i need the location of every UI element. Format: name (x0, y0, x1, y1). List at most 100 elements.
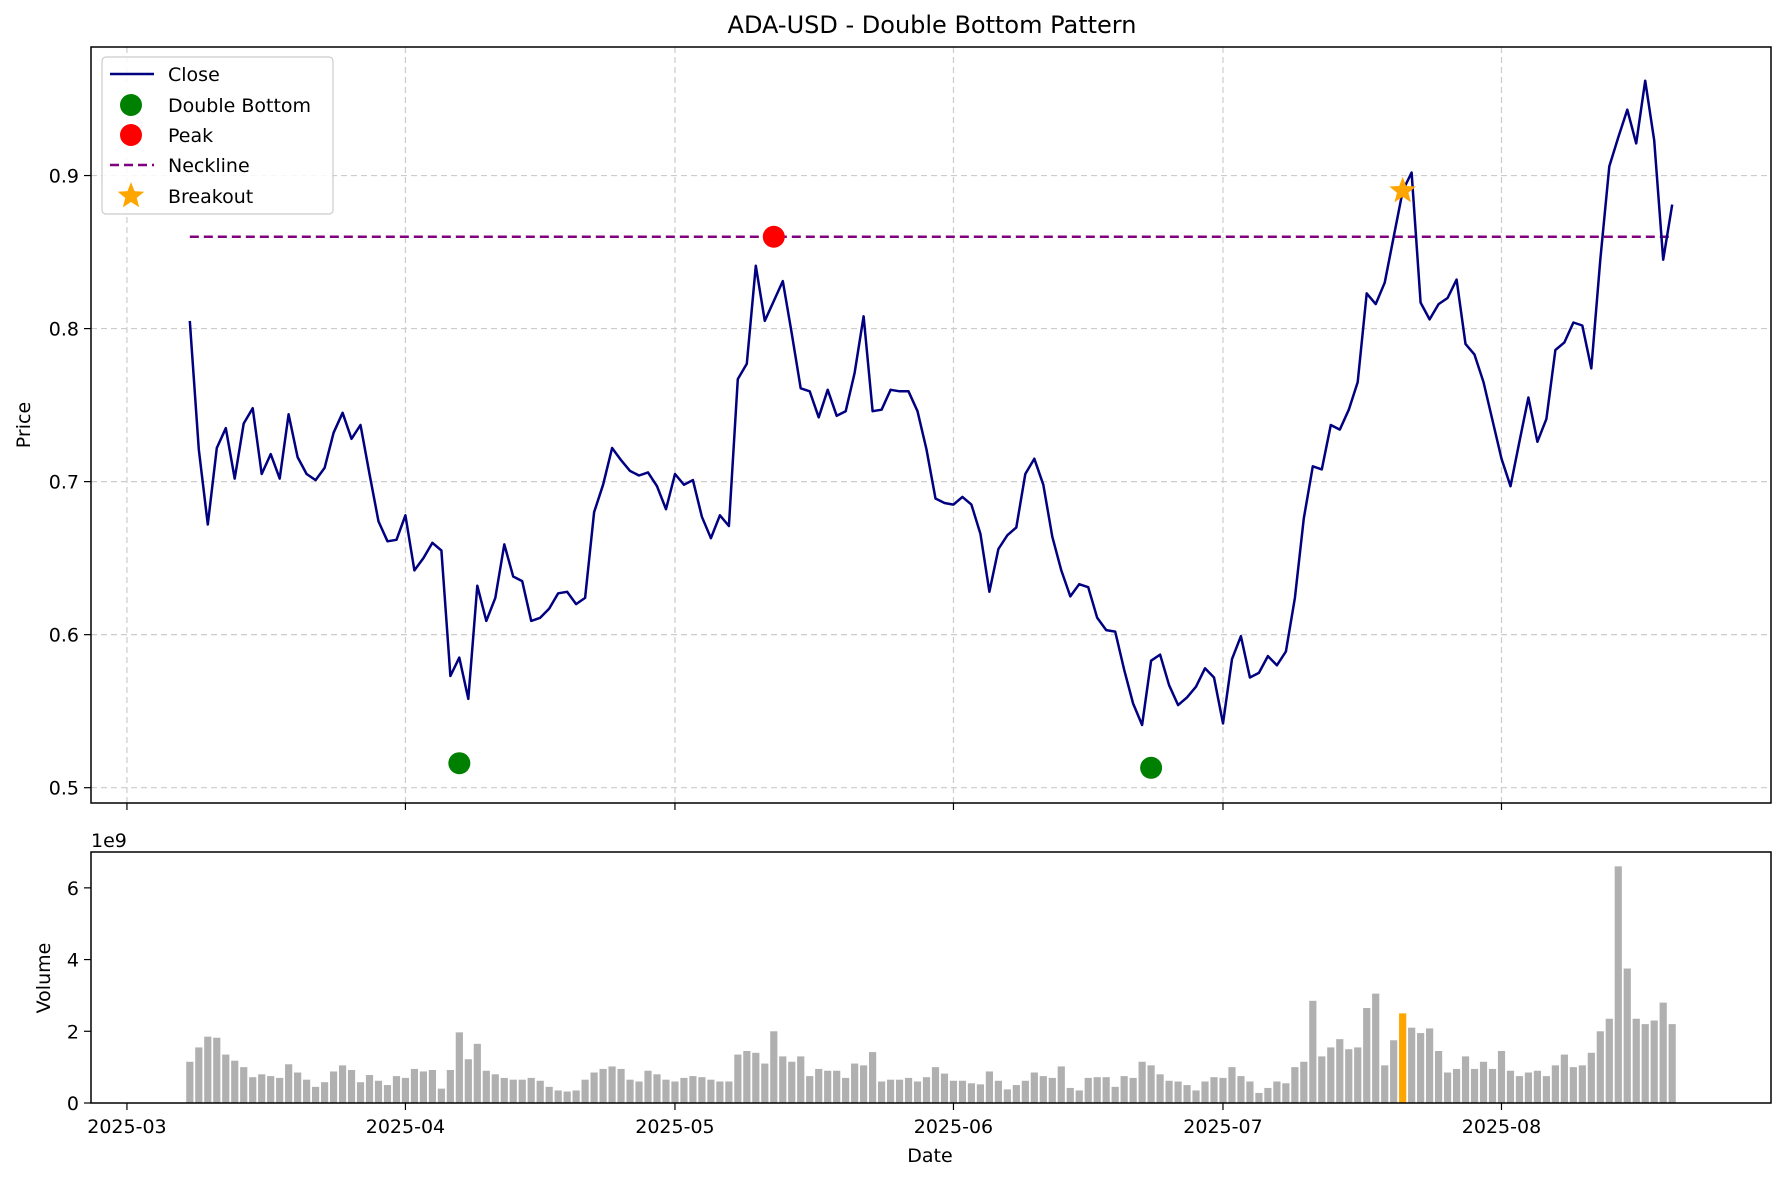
volume-bar (231, 1060, 239, 1103)
volume-bar (1390, 1040, 1398, 1103)
volume-bar (1066, 1087, 1074, 1103)
volume-bar (680, 1077, 688, 1103)
volume-bar (1327, 1047, 1335, 1103)
volume-y-tick-label: 4 (67, 950, 79, 972)
volume-bar (1012, 1085, 1020, 1103)
volume-bar (1659, 1002, 1667, 1103)
volume-bar (249, 1077, 257, 1103)
volume-bar (931, 1067, 940, 1103)
volume-bar (815, 1068, 823, 1103)
price-x-ticks (126, 803, 1503, 810)
volume-bar (1497, 1051, 1506, 1103)
price-axes-frame (90, 46, 1772, 804)
volume-bar (1479, 1061, 1488, 1103)
volume-bar (464, 1059, 472, 1103)
volume-bar (662, 1079, 670, 1103)
volume-bar (1282, 1083, 1290, 1103)
volume-bar (285, 1064, 293, 1103)
volume-x-ticks: 2025-03 2025-04 2025-05 2025-06 2025-07 2025-… (87, 1103, 1541, 1138)
volume-bar (320, 1082, 329, 1103)
volume-bar (428, 1070, 436, 1103)
volume-bar (455, 1032, 463, 1103)
volume-bar (994, 1080, 1002, 1103)
volume-bar (1408, 1027, 1416, 1103)
close-line-group (188, 79, 1674, 727)
volume-bar (1192, 1090, 1200, 1103)
volume-bar (294, 1072, 302, 1103)
double-bottom-marker (1140, 756, 1163, 779)
volume-bar (303, 1079, 311, 1103)
close-price-line (188, 79, 1674, 727)
volume-bar (1084, 1077, 1092, 1103)
legend-close-label: Close (168, 64, 220, 86)
volume-bar (1093, 1077, 1101, 1103)
volume-bar (671, 1081, 679, 1103)
volume-bar (1542, 1076, 1550, 1103)
volume-bar (204, 1036, 212, 1103)
volume-bar (473, 1043, 481, 1103)
price-y-tick-label: 0.8 (49, 319, 79, 341)
volume-bar (491, 1074, 499, 1103)
price-y-ticks: 0.5 0.6 0.7 0.8 0.9 (49, 166, 91, 800)
volume-bar (976, 1084, 985, 1103)
volume-y-ticks: 0 2 4 6 (67, 878, 91, 1115)
volume-bar (1102, 1077, 1110, 1103)
price-y-tick-label: 0.9 (49, 166, 79, 188)
volume-bar (599, 1068, 607, 1103)
volume-bar (240, 1067, 248, 1103)
x-tick-label: 2025-05 (635, 1116, 714, 1138)
volume-bar (1219, 1077, 1227, 1103)
volume-bar (1560, 1054, 1568, 1103)
volume-bar (653, 1074, 661, 1103)
volume-bar (401, 1077, 410, 1103)
x-tick-label: 2025-03 (87, 1116, 166, 1138)
volume-bar (1551, 1065, 1559, 1103)
volume-bar (446, 1070, 454, 1103)
volume-panel: 0 2 4 6 2025-03 2025-04 2025-05 2025-06 2025-07… (33, 830, 1772, 1167)
legend-neckline-label: Neckline (168, 155, 250, 177)
volume-bar (338, 1065, 347, 1103)
volume-bar (1003, 1089, 1011, 1103)
legend-double-bottom-swatch (120, 94, 142, 116)
volume-bar (1318, 1056, 1326, 1103)
volume-bar (1030, 1072, 1038, 1103)
volume-bar (1470, 1068, 1479, 1103)
x-tick-label: 2025-07 (1183, 1116, 1262, 1138)
volume-bar-breakout (1399, 1013, 1407, 1103)
volume-bar (1363, 1007, 1371, 1103)
volume-bar (824, 1070, 832, 1103)
volume-bar (222, 1054, 230, 1103)
volume-bar (1228, 1067, 1236, 1103)
volume-bar (572, 1090, 580, 1103)
volume-bar (1605, 1018, 1613, 1103)
volume-bar (698, 1077, 706, 1103)
volume-bar (500, 1077, 508, 1103)
volume-bar (356, 1082, 365, 1103)
volume-bar (518, 1079, 526, 1103)
volume-bar (1596, 1031, 1604, 1103)
volume-bar (922, 1077, 931, 1103)
volume-bar (1165, 1080, 1173, 1103)
volume-bar (940, 1073, 949, 1103)
volume-y-tick-label: 6 (67, 878, 79, 900)
volume-bar (1533, 1070, 1542, 1103)
volume-bar (851, 1063, 859, 1103)
volume-bar (482, 1070, 490, 1103)
volume-y-tick-label: 2 (67, 1021, 79, 1043)
volume-bar (1138, 1061, 1146, 1103)
volume-bar (509, 1079, 517, 1103)
volume-bar (392, 1076, 401, 1103)
volume-bar (869, 1052, 877, 1103)
volume-bar (958, 1080, 967, 1103)
volume-bar (1183, 1085, 1191, 1103)
volume-bar (554, 1090, 562, 1103)
volume-bar (1354, 1047, 1362, 1103)
volume-bar (419, 1071, 427, 1103)
volume-bar (1623, 968, 1631, 1103)
volume-bar (267, 1076, 275, 1103)
volume-bar (1039, 1076, 1047, 1103)
volume-bar (626, 1079, 634, 1103)
volume-bar (1021, 1080, 1029, 1103)
volume-bar (1255, 1092, 1263, 1103)
volume-bar (347, 1070, 356, 1103)
